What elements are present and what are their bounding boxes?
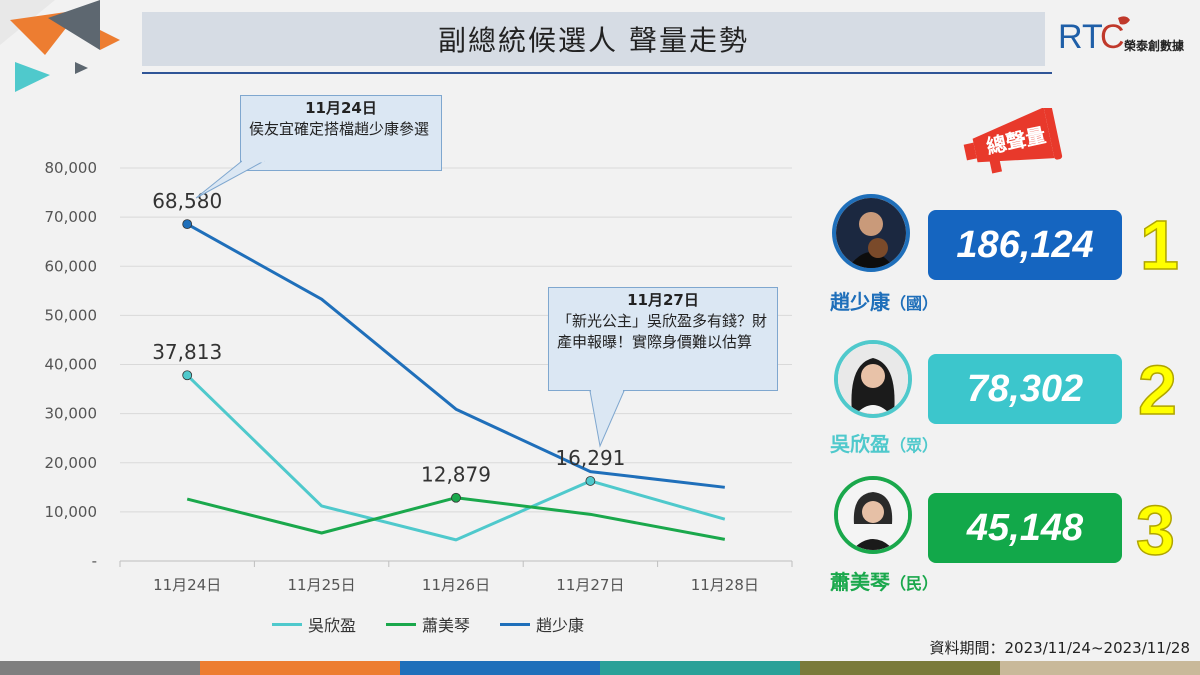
svg-text:C: C (1100, 18, 1125, 56)
y-tick-label: 60,000 (45, 257, 98, 275)
rank-number: 2 (1137, 350, 1177, 430)
series-line-1 (186, 496, 726, 541)
legend-label: 吳欣盈 (308, 616, 357, 635)
candidate-name-hsiao: 蕭美琴（民） (830, 566, 938, 595)
callout-nov24: 11月24日 侯友宜確定搭檔趙少康參選 (240, 95, 442, 171)
x-tick-label: 11月24日 (153, 576, 221, 594)
candidate-name: 蕭美琴 (830, 570, 890, 594)
x-tick-label: 11月25日 (288, 576, 356, 594)
callout-text: 「新光公主」吳欣盈多有錢？財產申報曝！實際身價難以估算 (557, 312, 768, 351)
y-tick-label: 50,000 (45, 306, 98, 324)
legend-swatch (272, 622, 302, 626)
y-tick-label: 40,000 (45, 356, 98, 374)
callout-nov27: 11月27日 「新光公主」吳欣盈多有錢？財產申報曝！實際身價難以估算 (548, 287, 778, 391)
y-tick-label: 80,000 (45, 159, 98, 177)
x-tick-label: 11月27日 (556, 576, 624, 594)
volume-value-wu: 78,302 (928, 354, 1122, 424)
callout-text: 侯友宜確定搭檔趙少康參選 (249, 120, 430, 138)
footer-segment (1000, 661, 1200, 675)
logo-subtitle: 榮泰創數據 (1124, 39, 1185, 53)
y-tick-label: 70,000 (45, 208, 98, 226)
data-period: 資料期間：2023/11/24~2023/11/28 (929, 639, 1190, 657)
rank-number: 3 (1135, 490, 1175, 570)
data-point-marker (451, 492, 461, 503)
candidate-name-jaw: 趙少康（國） (830, 286, 938, 315)
avatar-hsiao (834, 476, 912, 554)
volume-value-jaw: 186,124 (928, 210, 1122, 280)
avatar-jaw (832, 194, 910, 272)
decorative-triangles (0, 0, 120, 92)
footer-segment (400, 661, 600, 675)
party-label: （眾） (890, 436, 939, 455)
footer-segment (0, 661, 200, 675)
series-line-2 (186, 222, 725, 489)
y-tick-label: 30,000 (45, 405, 98, 423)
data-point-marker (585, 476, 596, 486)
megaphone-icon: 總聲量 (963, 108, 1063, 174)
legend-label: 趙少康 (536, 616, 585, 635)
footer-segment (200, 661, 400, 675)
data-label: 16,291 (555, 446, 625, 470)
title-divider (142, 72, 1052, 74)
callout-date: 11月27日 (627, 291, 699, 309)
legend-item-jaw: 趙少康 (500, 612, 584, 636)
callout-date: 11月24日 (305, 99, 377, 117)
callout-pointer-nov27 (589, 389, 625, 448)
legend-swatch (386, 622, 417, 626)
footer-segment (600, 661, 800, 675)
callout-pointer-nov24 (195, 160, 265, 199)
rtc-logo: RT C (1058, 16, 1130, 56)
footer-segment (800, 661, 1000, 675)
data-label: 12,879 (421, 463, 491, 487)
y-tick-label: - (92, 552, 97, 570)
page-title: 副總統候選人 聲量走勢 (142, 12, 1045, 66)
legend-item-hsiao: 蕭美琴 (386, 612, 470, 636)
x-tick-label: 11月26日 (422, 576, 490, 594)
legend-item-wu: 吳欣盈 (272, 612, 356, 636)
line-chart: - 10,000 20,000 30,000 40,000 50,000 60,000 70,… (45, 159, 793, 594)
data-point-marker (182, 370, 193, 381)
svg-text:RT: RT (1058, 18, 1103, 56)
y-tick-label: 10,000 (45, 503, 98, 521)
avatar-wu (834, 340, 912, 418)
candidate-name: 趙少康 (830, 290, 890, 314)
data-point-marker (182, 219, 193, 230)
rank-number: 1 (1139, 205, 1179, 285)
legend-swatch (500, 622, 531, 626)
data-label: 68,580 (152, 189, 222, 213)
footer-color-bar (0, 661, 1200, 675)
chart-legend: 吳欣盈 蕭美琴 趙少康 (272, 612, 584, 636)
legend-label: 蕭美琴 (422, 616, 471, 635)
candidate-name-wu: 吳欣盈（眾） (830, 428, 938, 457)
data-label: 37,813 (152, 340, 222, 364)
candidate-name: 吳欣盈 (830, 432, 890, 456)
y-tick-label: 20,000 (45, 454, 98, 472)
volume-value-hsiao: 45,148 (928, 493, 1122, 563)
series-line-0 (186, 374, 726, 542)
party-label: （民） (890, 574, 939, 593)
x-tick-label: 11月28日 (691, 576, 759, 594)
party-label: （國） (890, 294, 939, 313)
